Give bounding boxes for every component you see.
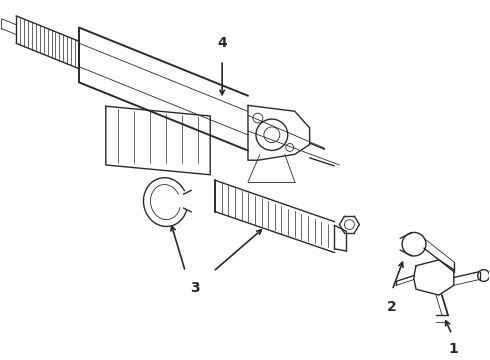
Text: 4: 4 <box>217 36 227 50</box>
Text: 3: 3 <box>191 282 200 296</box>
Text: 2: 2 <box>387 300 397 314</box>
Text: 1: 1 <box>449 342 459 356</box>
